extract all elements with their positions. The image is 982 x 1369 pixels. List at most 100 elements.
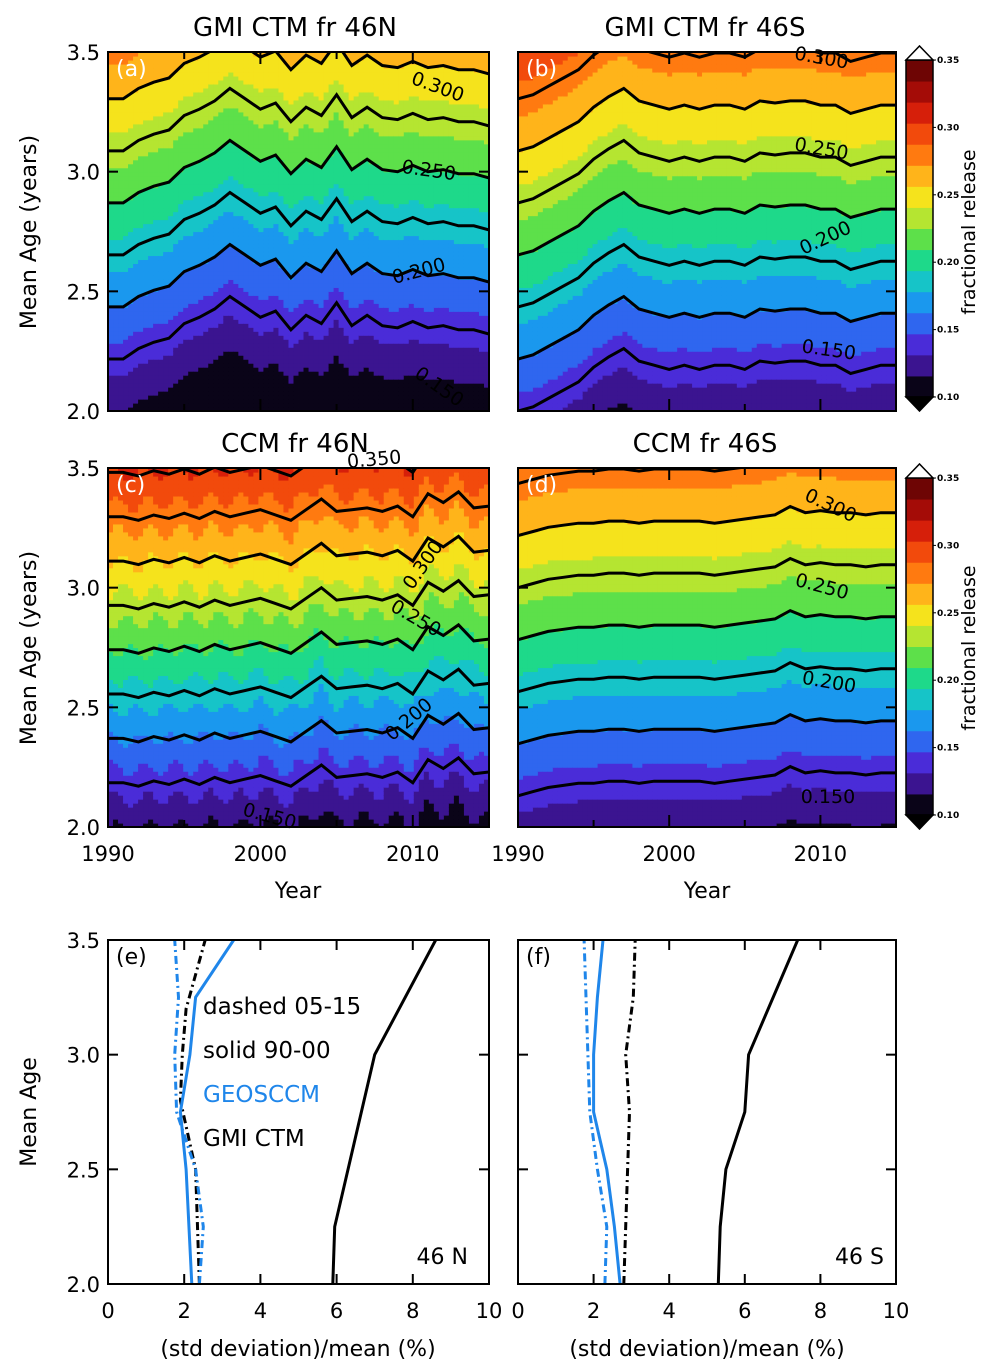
heatmap-cell [173, 255, 179, 261]
heatmap-cell [243, 407, 249, 411]
heatmap-cell [193, 183, 199, 189]
heatmap-cell [308, 199, 315, 205]
heatmap-cell [258, 99, 264, 105]
heatmap-cell [163, 103, 169, 109]
heatmap-cell [313, 95, 320, 101]
heatmap-cell [123, 287, 129, 292]
heatmap-cell [223, 135, 229, 141]
heatmap-cell [243, 399, 249, 404]
heatmap-cell [118, 339, 124, 344]
heatmap-cell [303, 275, 310, 280]
heatmap-cell [268, 75, 275, 81]
heatmap-cell [258, 79, 264, 85]
heatmap-cell [288, 59, 295, 65]
heatmap-cell [248, 247, 254, 253]
heatmap-cell [288, 363, 295, 368]
heatmap-cell [333, 287, 340, 292]
heatmap-cell [308, 291, 315, 296]
heatmap-cell [298, 203, 305, 209]
heatmap-cell [328, 227, 335, 233]
heatmap-cell [143, 331, 149, 336]
heatmap-cell [373, 351, 380, 356]
heatmap-cell [133, 343, 139, 348]
heatmap-cell [168, 287, 174, 292]
heatmap-cell [273, 335, 280, 340]
heatmap-cell [278, 335, 285, 340]
heatmap-cell [168, 339, 174, 344]
heatmap-cell [123, 91, 129, 97]
heatmap-cell [338, 219, 345, 225]
heatmap-cell [218, 323, 224, 328]
heatmap-cell [373, 87, 380, 93]
heatmap-cell [243, 307, 249, 312]
heatmap-cell [243, 299, 249, 304]
heatmap-cell [273, 291, 280, 296]
heatmap-cell [273, 95, 280, 101]
heatmap-cell [293, 111, 300, 117]
heatmap-cell [123, 52, 129, 57]
heatmap-cell [238, 91, 244, 97]
heatmap-cell [333, 315, 340, 320]
heatmap-cell [183, 119, 189, 125]
heatmap-cell [383, 387, 390, 392]
heatmap-cell [368, 87, 375, 93]
heatmap-cell [333, 375, 340, 380]
heatmap-cell [278, 195, 285, 201]
heatmap-cell [363, 347, 370, 352]
heatmap-cell [178, 231, 184, 237]
heatmap-cell [368, 79, 375, 85]
heatmap-cell [353, 179, 360, 185]
heatmap-cell [253, 203, 259, 209]
heatmap-cell [228, 279, 234, 284]
heatmap-cell [258, 191, 264, 197]
heatmap-cell [118, 327, 124, 332]
heatmap-cell [263, 55, 270, 61]
heatmap-cell [318, 151, 325, 157]
heatmap-cell [178, 367, 184, 372]
heatmap-cell [148, 255, 154, 261]
heatmap-cell [233, 115, 239, 121]
heatmap-cell [363, 119, 370, 125]
heatmap-cell [318, 327, 325, 332]
heatmap-cell [113, 335, 119, 340]
heatmap-cell [158, 91, 164, 97]
heatmap-cell [213, 171, 219, 177]
heatmap-cell [308, 139, 315, 145]
heatmap-cell [243, 99, 249, 105]
heatmap-cell [323, 331, 330, 336]
heatmap-cell [163, 251, 169, 257]
heatmap-cell [173, 87, 179, 93]
heatmap-cell [308, 311, 315, 316]
heatmap-cell [258, 327, 264, 332]
heatmap-cell [378, 399, 385, 404]
heatmap-cell [158, 63, 164, 69]
heatmap-cell [218, 115, 224, 121]
heatmap-cell [163, 395, 169, 400]
heatmap-cell [323, 115, 330, 121]
heatmap-cell [378, 203, 385, 209]
heatmap-cell [368, 351, 375, 356]
heatmap-cell [133, 99, 139, 105]
heatmap-cell [168, 187, 174, 193]
heatmap-cell [248, 319, 254, 324]
heatmap-cell [383, 371, 390, 376]
heatmap-cell [158, 247, 164, 253]
heatmap-cell [333, 271, 340, 276]
heatmap-cell [188, 135, 194, 141]
heatmap-cell [323, 295, 330, 300]
heatmap-cell [383, 299, 390, 304]
heatmap-cell [283, 143, 290, 149]
heatmap-cell [308, 343, 315, 348]
heatmap-cell [143, 63, 149, 69]
heatmap-cell [378, 163, 385, 169]
heatmap-cell [268, 271, 275, 276]
heatmap-cell [208, 171, 214, 177]
heatmap-cell [378, 99, 385, 105]
heatmap-cell [313, 359, 320, 364]
heatmap-cell [238, 119, 244, 125]
heatmap-cell [128, 171, 134, 177]
heatmap-cell [108, 71, 114, 77]
heatmap-cell [253, 351, 259, 356]
heatmap-cell [293, 279, 300, 284]
heatmap-cell [148, 403, 154, 408]
